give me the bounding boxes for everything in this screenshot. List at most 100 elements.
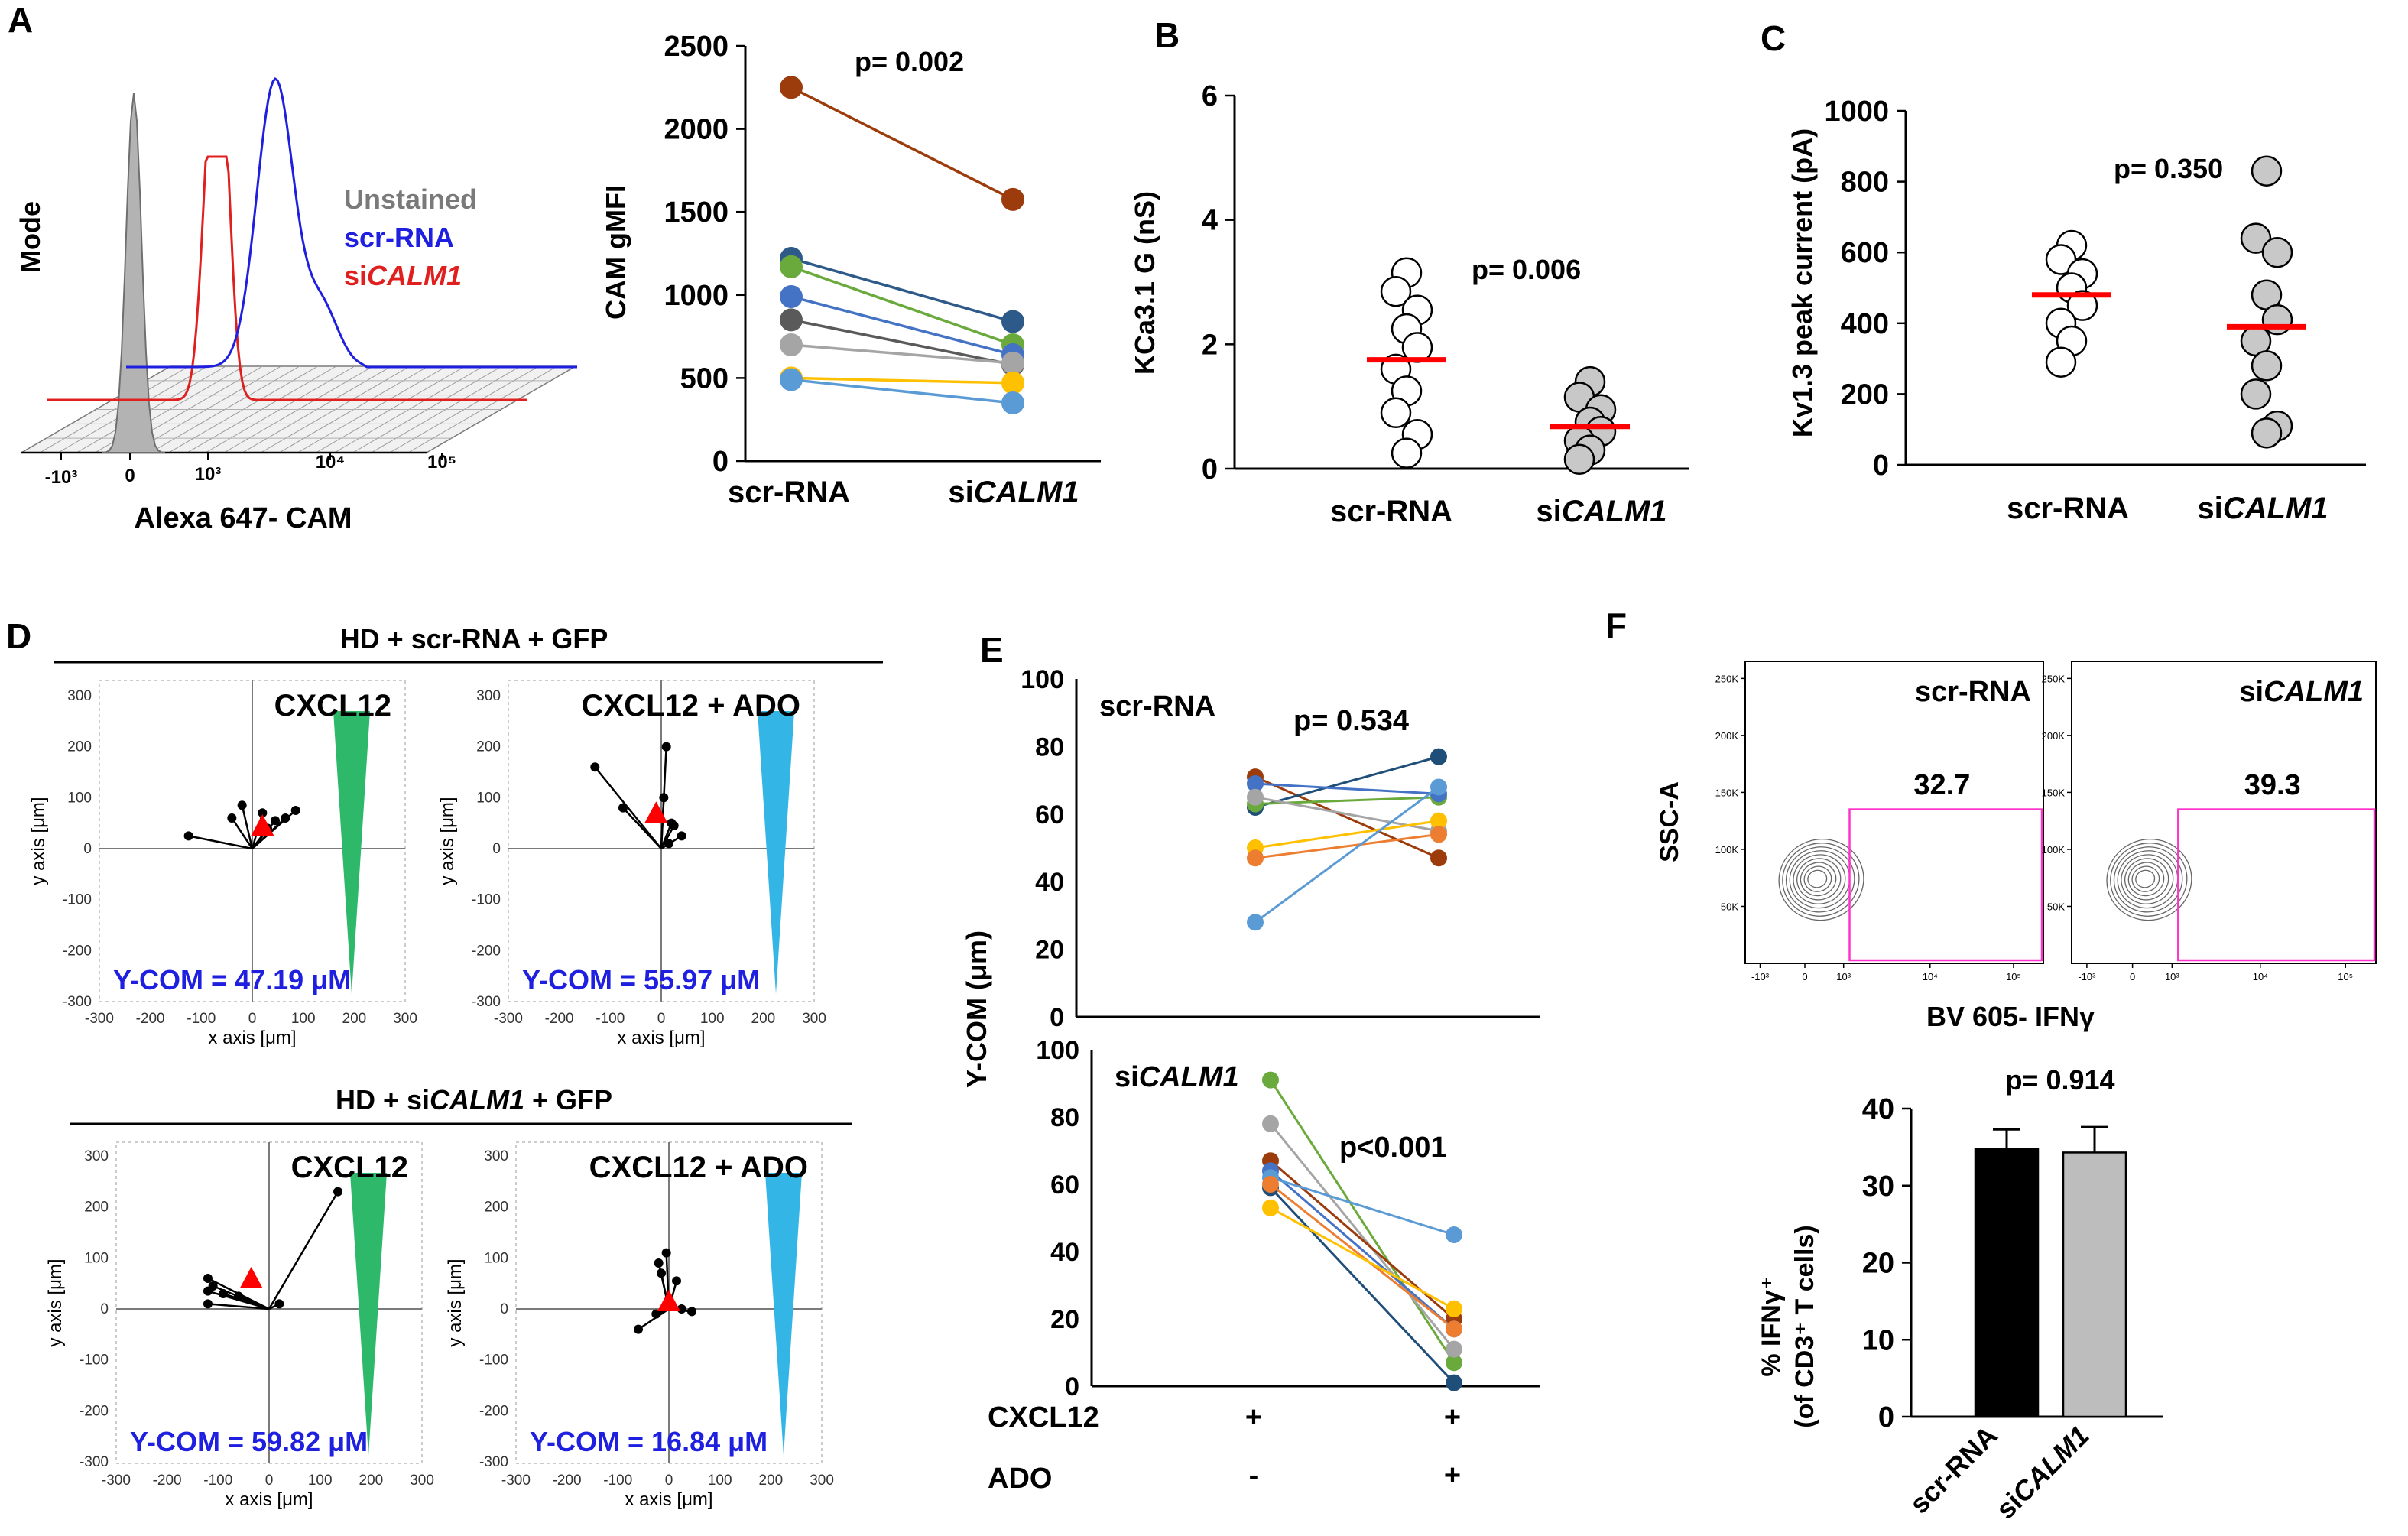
panel-b: B 0 2 4 6 KCa3.1 G (nS) p= 0.006 scr-RNA si… — [1129, 15, 1689, 528]
flow-y-tick-label: 100K — [1715, 844, 1739, 856]
flow-plot-label-prefix: si — [2239, 676, 2264, 708]
dot — [1391, 437, 1423, 469]
pair-point-before — [1247, 788, 1264, 806]
density-contour — [2106, 838, 2192, 921]
gate-percentage: 39.3 — [2244, 769, 2301, 801]
c-pvalue: p= 0.350 — [2114, 153, 2223, 184]
flow-plot-label-prefix: scr-RNA — [1915, 676, 2031, 708]
y-axis-label: y axis [μm] — [437, 797, 458, 885]
flow-y-tick-label: 150K — [2042, 787, 2066, 798]
y-axis-label: y axis [μm] — [28, 797, 49, 885]
density-contour — [2124, 858, 2169, 901]
panel-letter-a: A — [8, 0, 33, 40]
y-tick-label: -200 — [479, 1403, 508, 1419]
track-endpoint — [659, 793, 669, 803]
x-tick-label: -300 — [494, 1011, 523, 1027]
x-tick-label: 0 — [665, 1473, 673, 1489]
pair-line — [790, 318, 1014, 366]
dot — [2251, 350, 2283, 382]
bar-y-tick-label: 0 — [1878, 1401, 1894, 1434]
y-tick-label: -100 — [63, 892, 92, 908]
f-bar-pvalue: p= 0.914 — [2005, 1064, 2114, 1096]
dot — [2251, 417, 2283, 449]
panel-letter-e: E — [980, 630, 1004, 670]
flow-x-tick-label: 0 — [2130, 971, 2135, 982]
e-row-label-cxcl12: CXCL12 — [988, 1401, 1099, 1434]
density-contour — [1782, 843, 1860, 917]
flow-plot: 50K 100K 150K 200K 250K -10³ 0 10³ 10⁴ 10⁵ 32.7 scr… — [1715, 661, 2044, 982]
flow-x-tick-label: -10³ — [1751, 971, 1770, 982]
e-y-tick-label: 0 — [1050, 1003, 1064, 1032]
dot — [2261, 304, 2293, 336]
track-endpoint — [290, 805, 300, 815]
pair-line — [790, 343, 1014, 365]
panel-a-gmfi: 0 500 1000 1500 2000 2500 CAM gMFI p= 0.002 s… — [600, 31, 1101, 509]
flow-x-tick-label: 10⁴ — [2253, 971, 2268, 982]
y-tick-label: -300 — [479, 1454, 508, 1470]
density-contour — [1778, 838, 1864, 921]
cell-track — [660, 797, 665, 849]
y-tick-label: 0 — [100, 1301, 109, 1317]
f-bar-ylabel-0: % IFNγ⁺ — [1757, 1276, 1786, 1376]
flow-plot: 50K 100K 150K 200K 250K -10³ 0 10³ 10⁴ 10⁵ 39.3 siC… — [2042, 661, 2377, 982]
pair-line — [1254, 782, 1439, 795]
panel-f: F 50K 100K 150K 200K 250K -10³ 0 10³ 10⁴ 10⁵ 32.7 s… — [1605, 606, 2377, 1525]
flow-y-tick-label: 250K — [1715, 673, 1739, 684]
y-tick-label: -200 — [80, 1403, 109, 1419]
bar-y-tick-label: 10 — [1862, 1324, 1894, 1356]
density-contour — [2131, 865, 2160, 892]
dot — [2261, 236, 2293, 268]
x-tick-label: 100 — [708, 1473, 732, 1489]
y-tick-label: 0 — [1873, 450, 1889, 482]
flow-y-tick-label: 150K — [1715, 787, 1739, 798]
pair-point-before — [780, 368, 803, 391]
cell-track — [231, 817, 254, 849]
y-axis-label: y axis [μm] — [445, 1258, 466, 1346]
density-contour — [1785, 846, 1855, 913]
histogram-xlabel: Alexa 647- CAM — [134, 502, 352, 534]
pair-point-after — [1430, 812, 1447, 830]
cell-track — [638, 1307, 670, 1330]
legend-sicalm1-gene: CALM1 — [367, 260, 462, 291]
y-tick-label: 300 — [476, 688, 501, 704]
y-tick-label: -200 — [472, 943, 501, 959]
pair-point-after — [1001, 371, 1024, 395]
histogram-xtick-4: 10⁵ — [427, 452, 456, 472]
track-endpoint — [183, 831, 193, 841]
track-endpoint — [258, 808, 268, 818]
pair-point-before — [780, 308, 803, 332]
pair-line — [1269, 1187, 1456, 1384]
condition-label: CXCL12 + ADO — [582, 689, 800, 723]
b-xcat-1-gene: CALM1 — [1562, 495, 1667, 528]
e-cond-1-cxcl12: + — [1444, 1401, 1461, 1434]
y-tick-label: 200 — [67, 739, 92, 755]
track-endpoint — [672, 1276, 682, 1286]
pair-line — [1269, 1122, 1456, 1350]
flow-y-tick-label: 50K — [2047, 901, 2065, 912]
e-subplot: 0 20 40 60 80 100 scr-RNA p= 0.534 — [1021, 665, 1540, 1032]
unstained-curve — [102, 93, 165, 453]
b-yticks: 0 2 4 6 — [1202, 80, 1235, 485]
e-subplot-label-prefix: scr-RNA — [1099, 690, 1215, 723]
histogram-grid — [19, 365, 578, 460]
flow-y-tick-label: 100K — [2042, 844, 2066, 856]
chemotaxis-plot: -300-300-200-200-100-1000010010020020030… — [28, 680, 417, 1048]
x-tick-label: -300 — [501, 1473, 531, 1489]
pair-line — [1270, 1206, 1455, 1310]
y-tick-label: 300 — [84, 1148, 109, 1164]
track-endpoint — [687, 1307, 697, 1317]
chemotaxis-plot: -300-300-200-200-100-1000010010020020030… — [45, 1141, 434, 1510]
y-tick-label: 200 — [84, 1200, 109, 1216]
e-y-tick-label: 20 — [1035, 936, 1064, 965]
condition-label: CXCL12 — [291, 1151, 408, 1184]
pair-line — [1270, 1170, 1455, 1330]
e-y-tick-label: 20 — [1050, 1305, 1079, 1334]
track-endpoint — [237, 800, 247, 810]
f-xlabel: BV 605- IFNγ — [1926, 1001, 2095, 1032]
scr-rna-curve — [126, 77, 577, 369]
x-tick-label: -100 — [187, 1011, 216, 1027]
pair-point-after — [1430, 748, 1447, 765]
track-endpoint — [271, 816, 281, 826]
e-subplots: 0 20 40 60 80 100 scr-RNA p= 0.534 0 20 40 60 80 100 s… — [1021, 665, 1540, 1401]
